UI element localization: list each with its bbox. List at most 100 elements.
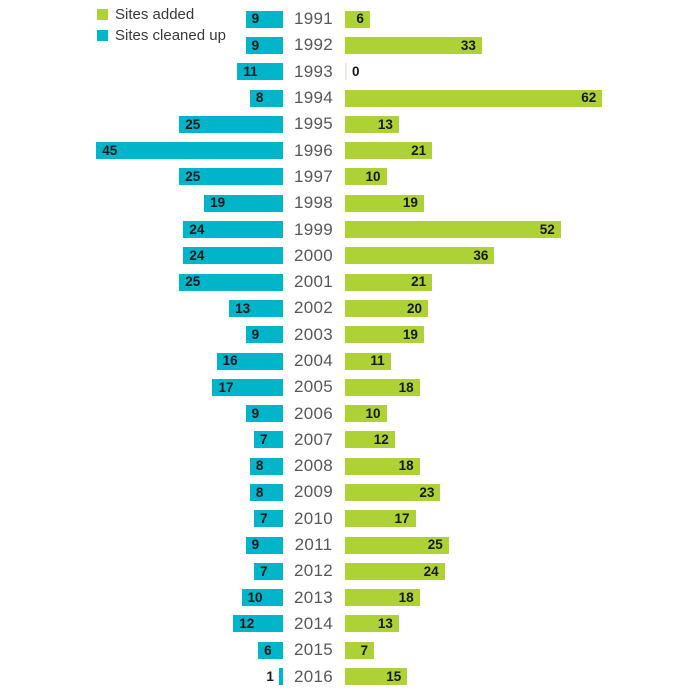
added-bar: 21	[345, 273, 433, 291]
legend: Sites added Sites cleaned up	[97, 7, 226, 43]
cleaned-bar: 9	[245, 326, 283, 344]
added-bar: 17	[345, 510, 416, 528]
added-zone: 52	[344, 216, 700, 242]
added-zone: 12	[344, 427, 700, 453]
cleaned-zone: 45	[0, 137, 283, 163]
added-value: 19	[402, 326, 418, 342]
year-label: 2013	[293, 587, 334, 607]
year-label: 2002	[293, 298, 334, 318]
year-label: 1999	[293, 219, 334, 239]
cleaned-value: 24	[189, 221, 205, 237]
added-value: 0	[352, 63, 360, 79]
chart-row: 9 1992 33	[0, 32, 700, 58]
year-label: 2007	[293, 429, 334, 449]
added-bar: 33	[345, 36, 482, 54]
chart-row: 9 2003 19	[0, 322, 700, 348]
chart-row: 12 2014 13	[0, 611, 700, 637]
year-label: 1996	[293, 140, 334, 160]
cleaned-bar: 8	[249, 483, 283, 501]
chart-row: 8 2008 18	[0, 453, 700, 479]
cleaned-value: 10	[247, 589, 263, 605]
chart-row: 9 2006 10	[0, 400, 700, 426]
cleaned-zone: 13	[0, 295, 283, 321]
legend-item-sites-cleaned-up: Sites cleaned up	[97, 28, 226, 43]
added-bar: 13	[345, 615, 399, 633]
cleaned-value: 19	[210, 195, 226, 211]
added-bar: 24	[345, 562, 445, 580]
added-value: 36	[473, 248, 489, 264]
cleaned-value: 24	[189, 248, 205, 264]
chart-row: 45 1996 21	[0, 137, 700, 163]
added-bar: 15	[345, 668, 408, 686]
cleaned-zone: 8	[0, 453, 283, 479]
year-label: 1997	[293, 166, 334, 186]
cleaned-value: 25	[185, 116, 201, 132]
chart-row: 8 2009 23	[0, 479, 700, 505]
added-bar: 36	[345, 247, 495, 265]
year-label: 2008	[293, 456, 334, 476]
year-label: 2014	[293, 613, 334, 633]
added-bar: 6	[345, 10, 370, 28]
added-value: 62	[581, 90, 597, 106]
added-zone: 33	[344, 32, 700, 58]
added-bar	[345, 63, 347, 81]
cleaned-value: 17	[218, 379, 234, 395]
cleaned-bar: 9	[245, 536, 283, 554]
cleaned-value: 9	[251, 326, 260, 342]
added-bar: 62	[345, 89, 603, 107]
added-zone: 23	[344, 479, 700, 505]
added-bar: 19	[345, 194, 424, 212]
cleaned-value: 8	[255, 458, 264, 474]
added-value: 13	[377, 116, 393, 132]
added-value: 21	[411, 274, 427, 290]
added-zone: 21	[344, 269, 700, 295]
cleaned-value: 8	[255, 90, 264, 106]
cleaned-zone: 19	[0, 190, 283, 216]
cleaned-bar: 25	[179, 168, 283, 186]
added-zone: 18	[344, 374, 700, 400]
added-bar: 18	[345, 457, 420, 475]
added-zone: 11	[344, 348, 700, 374]
added-bar: 18	[345, 378, 420, 396]
added-zone: 62	[344, 85, 700, 111]
added-value: 33	[460, 37, 476, 53]
year-label: 2015	[293, 640, 334, 660]
cleaned-value: 45	[102, 142, 118, 158]
chart-row: 7 2010 17	[0, 506, 700, 532]
cleaned-value: 25	[185, 169, 201, 185]
cleaned-bar: 7	[253, 510, 283, 528]
year-label: 1995	[293, 114, 334, 134]
added-zone: 13	[344, 611, 700, 637]
cleaned-bar: 24	[183, 221, 283, 239]
cleaned-zone: 9	[0, 32, 283, 58]
cleaned-value: 9	[251, 11, 260, 27]
year-label: 1998	[293, 193, 334, 213]
cleaned-bar: 17	[212, 378, 283, 396]
cleaned-bar: 25	[179, 115, 283, 133]
added-zone: 10	[344, 164, 700, 190]
added-value: 17	[394, 511, 410, 527]
added-zone: 36	[344, 243, 700, 269]
year-label: 2016	[293, 666, 334, 686]
added-zone: 13	[344, 111, 700, 137]
added-zone: 0	[344, 59, 700, 85]
cleaned-bar: 45	[96, 142, 283, 160]
cleaned-zone: 24	[0, 216, 283, 242]
added-bar: 19	[345, 326, 424, 344]
added-zone: 24	[344, 558, 700, 584]
cleaned-bar: 13	[229, 299, 283, 317]
added-zone: 18	[344, 585, 700, 611]
added-zone: 19	[344, 322, 700, 348]
added-value: 13	[377, 616, 393, 632]
cleaned-bar: 8	[249, 89, 283, 107]
added-zone: 18	[344, 453, 700, 479]
added-value: 21	[411, 142, 427, 158]
cleaned-zone: 9	[0, 400, 283, 426]
cleaned-value: 7	[259, 563, 268, 579]
year-label: 2005	[293, 377, 334, 397]
chart-row: 9 1991 6	[0, 6, 700, 32]
added-zone: 7	[344, 637, 700, 663]
cleaned-bar: 19	[204, 194, 283, 212]
chart-row: 8 1994 62	[0, 85, 700, 111]
added-bar: 52	[345, 221, 561, 239]
